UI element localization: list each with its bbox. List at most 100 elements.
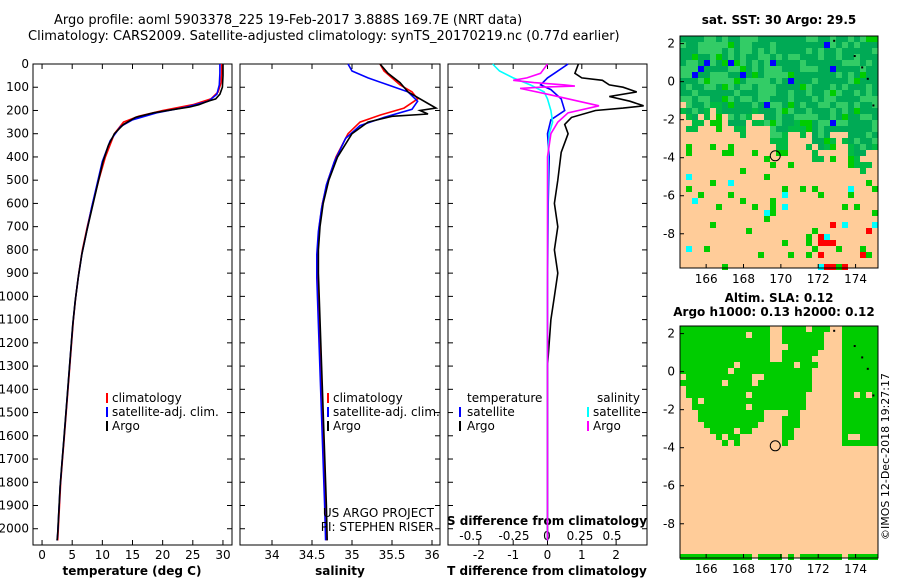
- depth-tick-label: 1800: [0, 475, 29, 489]
- map-cell: [746, 416, 752, 422]
- map-cell: [812, 120, 818, 126]
- map-cell: [740, 72, 746, 78]
- map-cell: [836, 66, 842, 72]
- map-cell: [848, 150, 854, 156]
- map-cell: [782, 186, 788, 192]
- map-cell: [758, 66, 764, 72]
- map-cell: [770, 120, 776, 126]
- map-cell: [704, 102, 710, 108]
- map-x-tick-label: 170: [769, 562, 792, 576]
- map-cell: [686, 362, 692, 368]
- map-cell: [746, 60, 752, 66]
- temperature-series-argo: [56, 64, 224, 541]
- map-cell: [842, 422, 848, 428]
- map-cell: [716, 410, 722, 416]
- map-cell: [842, 264, 848, 270]
- map-cell: [848, 156, 854, 162]
- map-cell: [710, 368, 716, 374]
- map-cell: [842, 386, 848, 392]
- map-cell: [800, 332, 806, 338]
- map-cell: [782, 440, 788, 446]
- map-cell: [680, 332, 686, 338]
- map-cell: [722, 326, 728, 332]
- map-cell: [686, 66, 692, 72]
- map-cell: [872, 108, 878, 114]
- map-cell: [728, 398, 734, 404]
- map-cell: [866, 72, 872, 78]
- map-cell: [806, 96, 812, 102]
- map-frame: [679, 35, 879, 269]
- map-cell: [800, 120, 806, 126]
- map-cell: [854, 422, 860, 428]
- map-cell: [764, 554, 770, 560]
- map-cell: [818, 326, 824, 332]
- map-cell: [860, 78, 866, 84]
- map-cell: [716, 42, 722, 48]
- map-cell: [866, 326, 872, 332]
- x-tick-label: 34.5: [299, 548, 326, 562]
- map-cell: [854, 54, 860, 60]
- map-cell: [830, 60, 836, 66]
- map-cell: [848, 102, 854, 108]
- map-cell: [854, 440, 860, 446]
- map-cell: [824, 126, 830, 132]
- map-cell: [692, 120, 698, 126]
- map-cell: [812, 126, 818, 132]
- map-cell: [716, 392, 722, 398]
- map-cell: [770, 162, 776, 168]
- map-cell: [860, 392, 866, 398]
- map-cell: [818, 48, 824, 54]
- map-cell: [848, 410, 854, 416]
- map-cell: [734, 72, 740, 78]
- map-cell: [788, 422, 794, 428]
- map-cell: [836, 108, 842, 114]
- map-cell: [830, 48, 836, 54]
- map-cell: [734, 120, 740, 126]
- map-cell: [758, 108, 764, 114]
- map-cell: [812, 54, 818, 60]
- map-cell: [770, 72, 776, 78]
- map-x-tick-label: 168: [732, 272, 755, 286]
- map-cell: [872, 78, 878, 84]
- map-cell: [710, 332, 716, 338]
- map-cell: [812, 114, 818, 120]
- map-cell: [704, 404, 710, 410]
- map-cell: [692, 84, 698, 90]
- map-cell: [806, 78, 812, 84]
- map-cell: [788, 84, 794, 90]
- map-cell: [782, 66, 788, 72]
- map-cell: [842, 410, 848, 416]
- map-cell: [860, 96, 866, 102]
- map-cell: [704, 392, 710, 398]
- map-cell: [830, 90, 836, 96]
- map-cell: [692, 102, 698, 108]
- map-cell: [830, 66, 836, 72]
- map-cell: [686, 78, 692, 84]
- map-cell: [692, 54, 698, 60]
- map-cell: [722, 374, 728, 380]
- map-cell: [740, 392, 746, 398]
- map-cell: [770, 138, 776, 144]
- map-cell: [872, 380, 878, 386]
- map-cell: [740, 54, 746, 60]
- map-cell: [686, 356, 692, 362]
- map-cell: [782, 48, 788, 54]
- map-cell: [806, 72, 812, 78]
- map-cell: [716, 374, 722, 380]
- map-cell: [824, 108, 830, 114]
- map-y-tick-label: -8: [663, 227, 675, 241]
- map-cell: [764, 356, 770, 362]
- map-cell: [830, 78, 836, 84]
- map-cell: [722, 440, 728, 446]
- map-cell: [866, 54, 872, 60]
- map-cell: [752, 72, 758, 78]
- map-cell: [872, 96, 878, 102]
- map-cell: [740, 78, 746, 84]
- map-cell: [812, 332, 818, 338]
- map-cell: [698, 368, 704, 374]
- x-tick-label: -1: [507, 548, 519, 562]
- map-cell: [710, 380, 716, 386]
- map-cell: [824, 84, 830, 90]
- map-cell: [770, 60, 776, 66]
- map-cell: [752, 362, 758, 368]
